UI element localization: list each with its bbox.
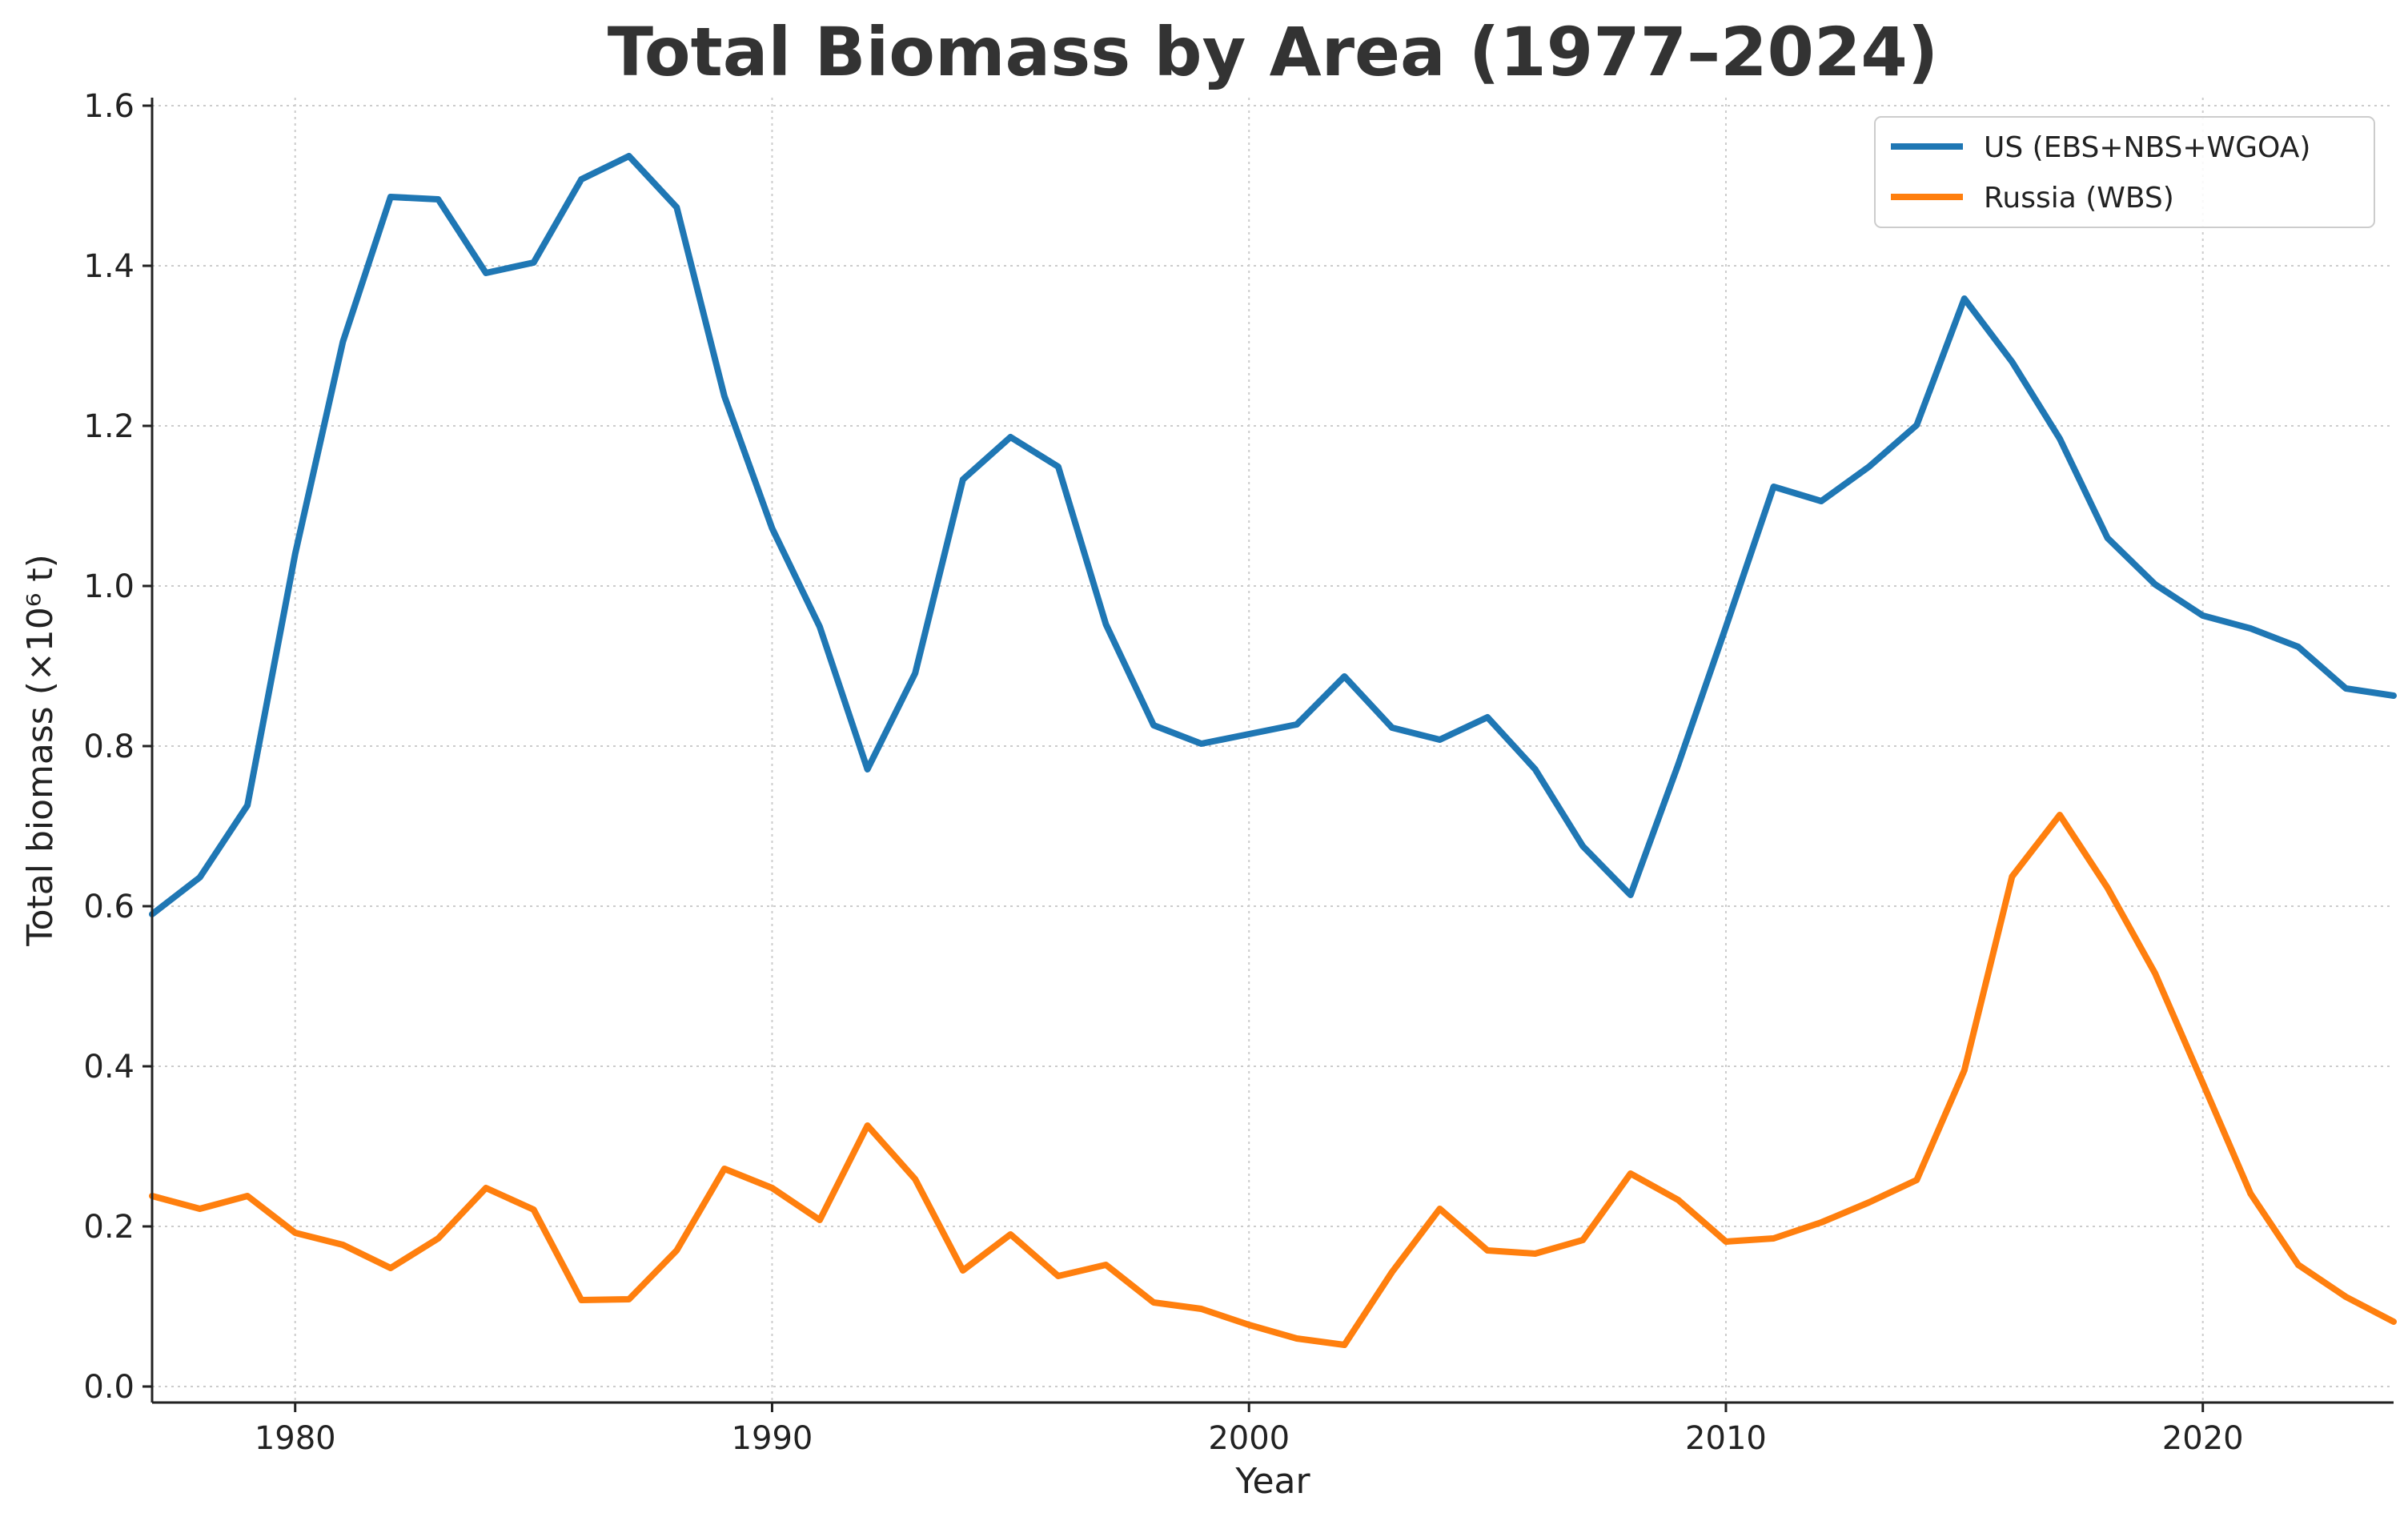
data-point (2011, 361, 2013, 363)
data-point (1201, 1308, 1202, 1310)
data-point (1916, 1179, 1917, 1181)
data-point (2107, 887, 2109, 889)
axes (150, 98, 2394, 1404)
x-tick-label: 2010 (1685, 1420, 1767, 1457)
data-point (2059, 814, 2061, 816)
y-axis-label: Total biomass (×10⁶ t) (20, 554, 61, 947)
data-point (772, 528, 773, 529)
data-point (1964, 1070, 1965, 1071)
data-point (1009, 1234, 1011, 1235)
ticks: 1980 1990 2000 2010 2020 0.0 0.2 0.4 0.6 0.8 1.0 1.… (83, 88, 2243, 1457)
data-point (437, 199, 439, 200)
data-point (914, 1178, 916, 1180)
legend-label-russia: Russia (WBS) (1984, 182, 2174, 215)
y-tick-label: 1.4 (83, 248, 134, 285)
series-line-russia (149, 812, 2397, 1348)
data-point (1820, 500, 1822, 502)
data-point (1439, 1208, 1440, 1210)
x-tick-label: 1990 (732, 1420, 813, 1457)
data-point (199, 877, 201, 878)
x-tick-label: 1980 (255, 1420, 336, 1457)
legend: US (EBS+NBS+WGOA) Russia (WBS) (1874, 116, 2375, 228)
data-point (676, 1250, 677, 1251)
data-point (1343, 676, 1345, 677)
data-point (485, 272, 487, 274)
data-point (1487, 716, 1488, 718)
data-point (1773, 1238, 1774, 1239)
data-point (867, 769, 869, 770)
data-point (1248, 1324, 1250, 1326)
data-point (1248, 733, 1250, 735)
chart-title: Total Biomass by Area (1977–2024) (608, 13, 1939, 91)
data-point (199, 1208, 201, 1210)
data-point (1725, 626, 1727, 628)
data-point (390, 1267, 391, 1269)
data-point (819, 1219, 821, 1221)
data-point (2154, 584, 2156, 585)
data-point (1868, 1202, 1870, 1203)
legend-box (1874, 116, 2375, 228)
data-point (1296, 1338, 1298, 1339)
data-point (2202, 1082, 2204, 1084)
data-point (247, 805, 248, 806)
data-point (962, 1270, 964, 1271)
y-tick-label: 0.2 (83, 1209, 134, 1246)
x-axis-label: Year (1234, 1461, 1310, 1502)
data-point (485, 1187, 487, 1189)
data-point (676, 207, 677, 208)
y-tick-label: 0.8 (83, 728, 134, 765)
data-point (819, 626, 821, 628)
y-tick-label: 1.2 (83, 408, 134, 445)
data-point (628, 155, 630, 157)
y-tick-label: 0.6 (83, 889, 134, 925)
legend-label-us: US (EBS+NBS+WGOA) (1984, 131, 2310, 164)
data-point (1677, 1199, 1679, 1201)
grid (152, 98, 2394, 1403)
data-point (1009, 436, 1011, 438)
data-point (1487, 1250, 1488, 1251)
data-point (628, 1298, 630, 1300)
data-point (247, 1195, 248, 1197)
data-point (914, 672, 916, 674)
data-point (1296, 724, 1298, 725)
data-point (2154, 973, 2156, 974)
data-point (580, 1299, 582, 1301)
data-point (1391, 1271, 1393, 1273)
x-tick-label: 2000 (1208, 1420, 1290, 1457)
data-point (1868, 466, 1870, 468)
data-point (772, 1187, 773, 1189)
y-tick-label: 1.6 (83, 88, 134, 125)
data-point (1820, 1222, 1822, 1223)
y-tick-label: 0.0 (83, 1369, 134, 1406)
data-point (580, 179, 582, 180)
y-tick-label: 1.0 (83, 568, 134, 605)
data-point (2107, 537, 2109, 539)
data-point (1343, 1344, 1345, 1346)
data-point (1916, 424, 1917, 426)
data-point (1773, 486, 1774, 488)
data-point (1630, 894, 1631, 896)
y-tick-label: 0.4 (83, 1049, 134, 1086)
data-point (2249, 628, 2251, 629)
data-point (437, 1238, 439, 1239)
data-point (390, 196, 391, 198)
x-tick-label: 2020 (2162, 1420, 2244, 1457)
series-lines (149, 153, 2397, 1348)
series-line-us (149, 153, 2397, 917)
